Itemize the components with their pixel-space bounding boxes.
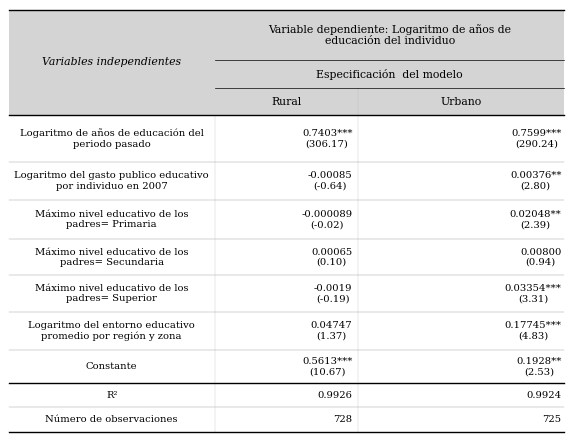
Text: 725: 725 — [543, 415, 562, 424]
Text: 0.5613***
(10.67): 0.5613*** (10.67) — [302, 357, 352, 376]
Text: Especificación  del modelo: Especificación del modelo — [316, 69, 463, 80]
Text: Urbano: Urbano — [441, 97, 482, 106]
Text: 0.7599***
(290.24): 0.7599*** (290.24) — [511, 129, 562, 148]
Text: Rural: Rural — [272, 97, 301, 106]
Text: Máximo nivel educativo de los
padres= Superior: Máximo nivel educativo de los padres= Su… — [35, 284, 189, 303]
Text: 0.9926: 0.9926 — [317, 391, 352, 400]
Text: -0.000089
(-0.02): -0.000089 (-0.02) — [301, 210, 352, 229]
Text: R²: R² — [106, 391, 117, 400]
Text: 0.02048**
(2.39): 0.02048** (2.39) — [510, 210, 562, 229]
Text: Logaritmo del gasto publico educativo
por individuo en 2007: Logaritmo del gasto publico educativo po… — [14, 171, 209, 191]
Text: 0.1928**
(2.53): 0.1928** (2.53) — [516, 357, 562, 376]
Text: Número de observaciones: Número de observaciones — [45, 415, 178, 424]
Text: 0.00065
(0.10): 0.00065 (0.10) — [311, 248, 352, 267]
Text: 0.04747
(1.37): 0.04747 (1.37) — [311, 321, 352, 341]
Text: 0.9924: 0.9924 — [527, 391, 562, 400]
Text: Logaritmo de años de educación del
periodo pasado: Logaritmo de años de educación del perio… — [20, 128, 203, 149]
Text: Constante: Constante — [86, 362, 138, 371]
Text: Variables independientes: Variables independientes — [42, 58, 181, 67]
Text: Logaritmo del entorno educativo
promedio por región y zona: Logaritmo del entorno educativo promedio… — [28, 321, 195, 341]
Text: Variable dependiente: Logaritmo de años de
educación del individuo: Variable dependiente: Logaritmo de años … — [268, 24, 511, 46]
Text: -0.0019
(-0.19): -0.0019 (-0.19) — [314, 284, 352, 303]
Text: 728: 728 — [333, 415, 352, 424]
Bar — [9, 10, 564, 115]
Text: -0.00085
(-0.64): -0.00085 (-0.64) — [308, 171, 352, 191]
Text: 0.7403***
(306.17): 0.7403*** (306.17) — [302, 129, 352, 148]
Text: 0.00800
(0.94): 0.00800 (0.94) — [520, 248, 562, 267]
Text: 0.17745***
(4.83): 0.17745*** (4.83) — [505, 321, 562, 341]
Text: 0.00376**
(2.80): 0.00376** (2.80) — [510, 171, 562, 191]
Text: Máximo nivel educativo de los
padres= Primaria: Máximo nivel educativo de los padres= Pr… — [35, 210, 189, 229]
Text: 0.03354***
(3.31): 0.03354*** (3.31) — [505, 284, 562, 303]
Text: Máximo nivel educativo de los
padres= Secundaria: Máximo nivel educativo de los padres= Se… — [35, 248, 189, 267]
